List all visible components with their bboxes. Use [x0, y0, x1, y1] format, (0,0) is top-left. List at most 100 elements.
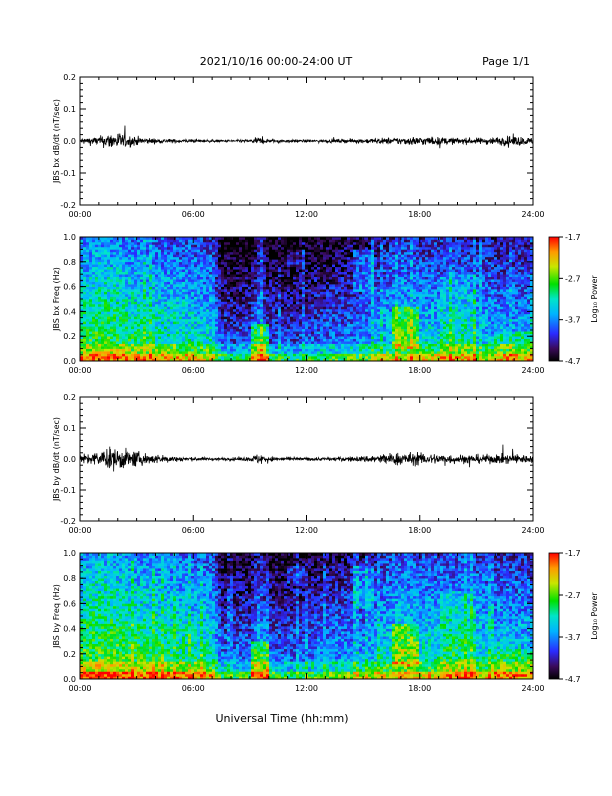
spectrogram-cell	[284, 311, 287, 314]
spectrogram-cell	[95, 244, 98, 247]
spectrogram-cell	[239, 244, 242, 247]
spectrogram-cell	[182, 262, 185, 265]
spectrogram-cell	[95, 329, 98, 332]
spectrogram-cell	[215, 356, 218, 359]
spectrogram-cell	[203, 314, 206, 317]
spectrogram-cell	[296, 321, 299, 324]
spectrogram-cell	[365, 326, 368, 329]
spectrogram-cell	[221, 319, 224, 322]
spectrogram-cell	[209, 306, 212, 309]
spectrogram-cell	[362, 309, 365, 312]
spectrogram-cell	[143, 354, 146, 357]
spectrogram-cell	[332, 321, 335, 324]
spectrogram-cell	[251, 311, 254, 314]
spectrogram-cell	[362, 252, 365, 255]
spectrogram-cell	[140, 304, 143, 307]
spectrogram-cell	[287, 346, 290, 349]
spectrogram-cell	[284, 356, 287, 359]
spectrogram-cell	[335, 239, 338, 242]
spectrogram-cell	[116, 344, 119, 347]
spectrogram-cell	[134, 319, 137, 322]
spectrogram-cell	[206, 299, 209, 302]
spectrogram-cell	[176, 301, 179, 304]
spectrogram-cell	[134, 344, 137, 347]
spectrogram-cell	[164, 289, 167, 292]
spectrogram-cell	[224, 279, 227, 282]
spectrogram-cell	[260, 321, 263, 324]
spectrogram-cell	[101, 344, 104, 347]
spectrogram-cell	[323, 292, 326, 295]
spectrogram-cell	[89, 324, 92, 327]
spectrogram-cell	[179, 267, 182, 270]
spectrogram-cell	[323, 336, 326, 339]
spectrogram-cell	[116, 304, 119, 307]
spectrogram-cell	[347, 264, 350, 267]
spectrogram-cell	[293, 344, 296, 347]
spectrogram-cell	[197, 289, 200, 292]
spectrogram-cell	[83, 267, 86, 270]
spectrogram-cell	[98, 257, 101, 260]
spectrogram-cell	[89, 244, 92, 247]
spectrogram-cell	[263, 324, 266, 327]
spectrogram-cell	[134, 316, 137, 319]
spectrogram-cell	[257, 272, 260, 275]
spectrogram-cell	[356, 267, 359, 270]
spectrogram-cell	[167, 267, 170, 270]
spectrogram-cell	[368, 264, 371, 267]
spectrogram-cell	[83, 329, 86, 332]
spectrogram-cell	[161, 262, 164, 265]
spectrogram-cell	[116, 242, 119, 245]
spectrogram-cell	[290, 316, 293, 319]
spectrogram-cell	[203, 304, 206, 307]
spectrogram-cell	[368, 242, 371, 245]
spectrogram-cell	[110, 314, 113, 317]
spectrogram-cell	[176, 339, 179, 342]
spectrogram-cell	[149, 262, 152, 265]
spectrogram-cell	[314, 292, 317, 295]
spectrogram-cell	[278, 259, 281, 262]
spectrogram-cell	[149, 336, 152, 339]
spectrogram-cell	[275, 287, 278, 290]
spectrogram-cell	[365, 306, 368, 309]
spectrogram-cell	[197, 287, 200, 290]
spectrogram-cell	[155, 259, 158, 262]
spectrogram-cell	[251, 349, 254, 352]
spectrogram-cell	[116, 247, 119, 250]
spectrogram-cell	[149, 282, 152, 285]
spectrogram-cell	[86, 319, 89, 322]
spectrogram-cell	[182, 326, 185, 329]
spectrogram-cell	[359, 341, 362, 344]
spectrogram-cell	[107, 259, 110, 262]
spectrogram-cell	[167, 252, 170, 255]
spectrogram-cell	[254, 309, 257, 312]
spectrogram-cell	[116, 326, 119, 329]
spectrogram-cell	[158, 346, 161, 349]
spectrogram-cell	[299, 264, 302, 267]
spectrogram-cell	[296, 292, 299, 295]
spectrogram-cell	[323, 314, 326, 317]
spectrogram-cell	[308, 247, 311, 250]
spectrogram-cell	[299, 339, 302, 342]
spectrogram-cell	[326, 331, 329, 334]
spectrogram-cell	[89, 267, 92, 270]
spectrogram-cell	[128, 324, 131, 327]
spectrogram-cell	[359, 311, 362, 314]
spectrogram-cell	[203, 282, 206, 285]
spectrogram-cell	[197, 284, 200, 287]
spectrogram-cell	[89, 349, 92, 352]
spectrogram-cell	[149, 349, 152, 352]
spectrogram-cell	[332, 346, 335, 349]
spectrogram-cell	[278, 324, 281, 327]
spectrogram-cell	[119, 336, 122, 339]
spectrogram-cell	[281, 254, 284, 257]
spectrogram-cell	[167, 314, 170, 317]
spectrogram-cell	[239, 301, 242, 304]
spectrogram-cell	[302, 297, 305, 300]
spectrogram-cell	[344, 269, 347, 272]
spectrogram-cell	[167, 334, 170, 337]
spectrogram-cell	[161, 284, 164, 287]
spectrogram-cell	[359, 257, 362, 260]
spectrogram-cell	[314, 309, 317, 312]
spectrogram-cell	[134, 254, 137, 257]
spectrogram-cell	[179, 297, 182, 300]
